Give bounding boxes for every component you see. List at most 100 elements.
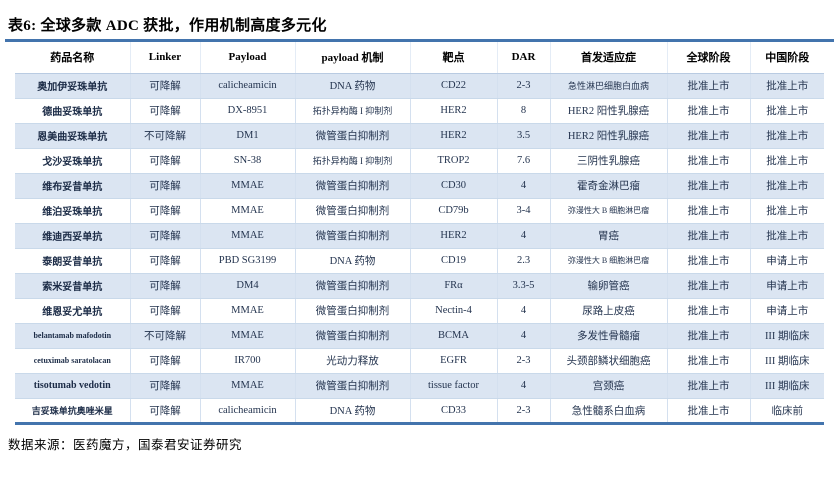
table-cell: 急性髓系白血病 [549, 398, 667, 424]
table-cell: 临床前 [749, 398, 824, 424]
table-cell: 可降解 [129, 298, 200, 324]
table-cell: 维恩妥尤单抗 [15, 298, 130, 324]
table-cell: 不可降解 [129, 323, 200, 349]
table-cell: 可降解 [129, 198, 200, 224]
table-cell: Nectin-4 [409, 298, 497, 324]
table-cell: 微管蛋白抑制剂 [294, 198, 410, 224]
column-header: 全球阶段 [666, 42, 750, 74]
table-cell: 维泊妥珠单抗 [15, 198, 130, 224]
table-cell: 索米妥昔单抗 [15, 273, 130, 299]
table-cell: III 期临床 [749, 323, 824, 349]
table-cell: 批准上市 [749, 123, 824, 149]
table-row: 德曲妥珠单抗 可降解 DX-8951 拓扑异构酶 I 抑制剂 HER2 8 HER2 阳性乳… [15, 98, 824, 124]
table-row: 维迪西妥单抗 可降解 MMAE 微管蛋白抑制剂 HER2 4 胃癌 批准上市 批准上市 [15, 223, 824, 249]
table-cell: 可降解 [129, 98, 200, 124]
table-cell: 吉妥珠单抗奥唑米星 [15, 398, 130, 424]
table-row: belantamab mafodotin 不可降解 MMAE 微管蛋白抑制剂 BCMA 4… [15, 323, 824, 349]
table-cell: 宫颈癌 [549, 373, 667, 399]
table-cell: 可降解 [129, 173, 200, 199]
table-cell: belantamab mafodotin [15, 323, 130, 349]
table-cell: 批准上市 [749, 73, 824, 99]
table-cell: 可降解 [129, 348, 200, 374]
table-cell: 批准上市 [666, 198, 750, 224]
table-cell: 多发性骨髓瘤 [549, 323, 667, 349]
table-row: 泰朗妥昔单抗 可降解 PBD SG3199 DNA 药物 CD19 2.3 弥漫性大 B 细… [15, 248, 824, 274]
table-cell: 霍奇金淋巴瘤 [549, 173, 667, 199]
table-row: 吉妥珠单抗奥唑米星 可降解 calicheamicin DNA 药物 CD33 2-3 急性… [15, 398, 824, 424]
table-cell: 可降解 [129, 398, 200, 424]
column-header: Payload [199, 42, 295, 74]
column-header: Linker [129, 42, 200, 74]
column-header: 首发适应症 [549, 42, 667, 74]
table-cell: MMAE [199, 323, 295, 349]
table-cell: 申请上市 [749, 248, 824, 274]
table-cell: tisotumab vedotin [15, 373, 130, 399]
table-cell: 三阴性乳腺癌 [549, 148, 667, 174]
table-cell: 3.5 [496, 123, 550, 149]
header-row: 药品名称 Linker Payload payload 机制 靶点 DAR 首发适应症 全球阶… [15, 42, 824, 74]
table-cell: BCMA [409, 323, 497, 349]
table-cell: 2-3 [496, 73, 550, 99]
table-row: 维布妥昔单抗 可降解 MMAE 微管蛋白抑制剂 CD30 4 霍奇金淋巴瘤 批准上市 批准上市 [15, 173, 824, 199]
table-cell: 戈沙妥珠单抗 [15, 148, 130, 174]
table-cell: SN-38 [199, 148, 295, 174]
table-cell: 拓扑异构酶 I 抑制剂 [294, 98, 410, 124]
table-cell: DNA 药物 [294, 73, 410, 99]
table-cell: 可降解 [129, 73, 200, 99]
table-cell: 微管蛋白抑制剂 [294, 298, 410, 324]
table-cell: 批准上市 [666, 348, 750, 374]
table-row: 戈沙妥珠单抗 可降解 SN-38 拓扑异构酶 I 抑制剂 TROP2 7.6 三阴性乳腺癌批… [15, 148, 824, 174]
table-cell: III 期临床 [749, 373, 824, 399]
table-cell: 4 [496, 298, 550, 324]
table-cell: 可降解 [129, 148, 200, 174]
column-header: 中国阶段 [749, 42, 824, 74]
table-cell: MMAE [199, 373, 295, 399]
table-cell: PBD SG3199 [199, 248, 295, 274]
table-cell: tissue factor [409, 373, 497, 399]
table-cell: 可降解 [129, 223, 200, 249]
table-cell: 申请上市 [749, 273, 824, 299]
table-cell: 微管蛋白抑制剂 [294, 173, 410, 199]
table-cell: 批准上市 [749, 98, 824, 124]
column-header: DAR [496, 42, 550, 74]
table-cell: FRα [409, 273, 497, 299]
table-cell: CD30 [409, 173, 497, 199]
table-body: 奥加伊妥珠单抗 可降解 calicheamicin DNA 药物 CD22 2-3 急性淋巴… [15, 73, 824, 424]
table-cell: HER2 阳性乳腺癌 [549, 123, 667, 149]
table-cell: 批准上市 [749, 198, 824, 224]
table-row: 维恩妥尤单抗 可降解 MMAE 微管蛋白抑制剂 Nectin-4 4 尿路上皮癌 批准上市 申请… [15, 298, 824, 324]
table-cell: 批准上市 [666, 373, 750, 399]
table-cell: calicheamicin [199, 398, 295, 424]
table-cell: 4 [496, 173, 550, 199]
table-cell: CD22 [409, 73, 497, 99]
table-row: 恩美曲妥珠单抗 不可降解 DM1 微管蛋白抑制剂 HER2 3.5 HER2 阳性乳腺癌 批准… [15, 123, 824, 149]
adc-table: 药品名称 Linker Payload payload 机制 靶点 DAR 首发适应症 全球阶… [15, 42, 824, 425]
column-header: 药品名称 [15, 42, 130, 74]
table-cell: 批准上市 [666, 73, 750, 99]
table-cell: 急性淋巴细胞白血病 [549, 73, 667, 99]
table-cell: 输卵管癌 [549, 273, 667, 299]
table-cell: 微管蛋白抑制剂 [294, 323, 410, 349]
table-cell: 泰朗妥昔单抗 [15, 248, 130, 274]
page-title: 表6: 全球多款 ADC 获批，作用机制高度多元化 [8, 18, 327, 34]
table-cell: HER2 阳性乳腺癌 [549, 98, 667, 124]
title-divider [5, 39, 834, 42]
table-cell: 批准上市 [666, 223, 750, 249]
table-cell: 弥漫性大 B 细胞淋巴瘤 [549, 248, 667, 274]
table-cell: 维布妥昔单抗 [15, 173, 130, 199]
table-cell: 批准上市 [666, 298, 750, 324]
table-row: 奥加伊妥珠单抗 可降解 calicheamicin DNA 药物 CD22 2-3 急性淋巴… [15, 73, 824, 99]
table-cell: 批准上市 [749, 173, 824, 199]
table-cell: 2-3 [496, 348, 550, 374]
table-cell: III 期临床 [749, 348, 824, 374]
table-cell: 拓扑异构酶 I 抑制剂 [294, 148, 410, 174]
table-cell: 尿路上皮癌 [549, 298, 667, 324]
table-cell: 2.3 [496, 248, 550, 274]
table-cell: calicheamicin [199, 73, 295, 99]
table-cell: 微管蛋白抑制剂 [294, 223, 410, 249]
table-cell: 4 [496, 373, 550, 399]
table-cell: 可降解 [129, 373, 200, 399]
table-cell: EGFR [409, 348, 497, 374]
table-cell: 批准上市 [666, 248, 750, 274]
table-cell: MMAE [199, 223, 295, 249]
